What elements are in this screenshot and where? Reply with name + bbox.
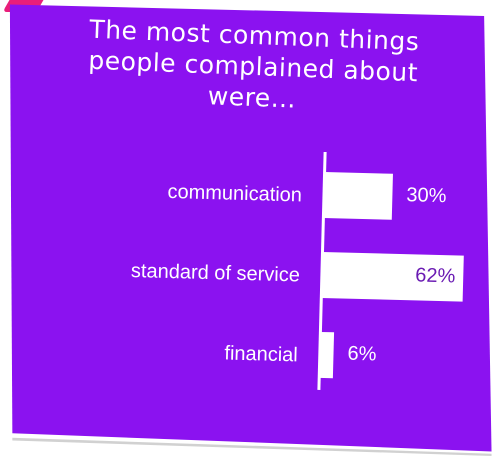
bar-communication xyxy=(323,171,393,220)
value-label-standard-of-service: 62% xyxy=(415,264,456,287)
value-label-communication: 30% xyxy=(406,184,447,207)
category-label-communication: communication xyxy=(167,181,302,207)
value-label-financial: 6% xyxy=(347,343,377,366)
category-label-standard-of-service: standard of service xyxy=(131,260,301,286)
bar-financial xyxy=(319,331,335,379)
category-label-financial: financial xyxy=(224,342,298,366)
bars-group: communication 30% standard of service 62% fi… xyxy=(131,171,464,379)
bar-standard-of-service xyxy=(321,251,464,302)
